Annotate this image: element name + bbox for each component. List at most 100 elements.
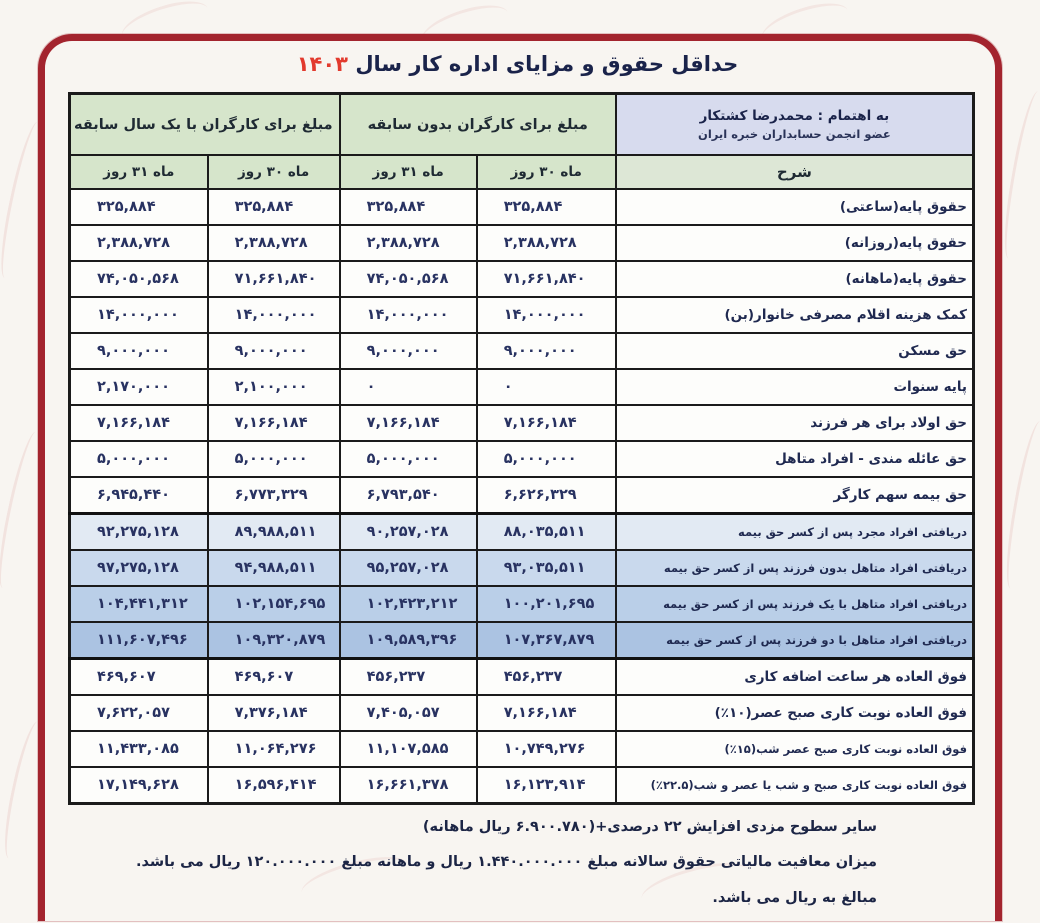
value-cell-noexp-31: ۱۴,۰۰۰,۰۰۰ <box>338 296 478 334</box>
author-line2: عضو انجمن حسابداران خبره ایران <box>698 127 891 141</box>
table-row: دریافتی افراد مجرد پس از کسر حق بیمه ۸۸,… <box>68 512 975 551</box>
sub-header-row: شرح ماه ۳۰ روز ماه ۳۱ روز ماه ۳۰ روز ماه… <box>68 154 975 190</box>
value-cell-oneyr-31: ۱۱,۴۳۳,۰۸۵ <box>68 730 209 768</box>
page-title-text: حداقل حقوق و مزایای اداره کار سال <box>355 52 739 76</box>
table-row: فوق العاده نوبت کاری صبح و شب یا عصر و ش… <box>68 766 975 805</box>
value-cell-noexp-31: ۷,۱۶۶,۱۸۴ <box>338 404 478 442</box>
page-title: حداقل حقوق و مزایای اداره کار سال ۱۴۰۳ <box>60 52 975 76</box>
subheader-noexp-month31: ماه ۳۱ روز <box>338 154 478 190</box>
value-cell-oneyr-30: ۲,۳۸۸,۷۲۸ <box>206 224 341 262</box>
value-cell-noexp-31: ۰ <box>338 368 478 406</box>
value-cell-noexp-31: ۷۴,۰۵۰,۵۶۸ <box>338 260 478 298</box>
value-cell-oneyr-30: ۸۹,۹۸۸,۵۱۱ <box>206 512 341 551</box>
value-cell-noexp-30: ۱۰۷,۳۶۷,۸۷۹ <box>475 621 617 660</box>
document-body: حداقل حقوق و مزایای اداره کار سال ۱۴۰۳ ب… <box>60 52 975 923</box>
footer-note-tax-exemption: میزان معافیت مالیاتی حقوق سالانه مبلغ ۱.… <box>136 854 877 871</box>
value-cell-oneyr-30: ۵,۰۰۰,۰۰۰ <box>206 440 341 478</box>
row-label-cell: پایه سنوات <box>614 368 975 406</box>
value-cell-noexp-31: ۱۰۹,۵۸۹,۳۹۶ <box>338 621 478 660</box>
page-title-year: ۱۴۰۳ <box>296 52 348 76</box>
value-cell-oneyr-31: ۱۱۱,۶۰۷,۴۹۶ <box>68 621 209 660</box>
table-row: فوق العاده نوبت کاری صبح عصر شب(۱۵٪) ۱۰,… <box>68 730 975 768</box>
value-cell-oneyr-30: ۹۴,۹۸۸,۵۱۱ <box>206 549 341 587</box>
value-cell-noexp-31: ۱۶,۶۶۱,۳۷۸ <box>338 766 478 805</box>
watermark-squiggle <box>997 89 1040 261</box>
value-cell-noexp-30: ۲,۳۸۸,۷۲۸ <box>475 224 617 262</box>
value-cell-noexp-30: ۳۲۵,۸۸۴ <box>475 188 617 226</box>
row-label-cell: حق عائله مندی - افراد متاهل <box>614 440 975 478</box>
salary-table: به اهتمام : محمدرضا کشتکار عضو انجمن حسا… <box>68 92 975 805</box>
row-label-cell: فوق العاده نوبت کاری صبح عصر شب(۱۵٪) <box>614 730 975 768</box>
value-cell-oneyr-31: ۱۰۴,۴۴۱,۳۱۲ <box>68 585 209 623</box>
row-label-cell: دریافتی افراد مجرد پس از کسر حق بیمه <box>614 512 975 551</box>
table-body: حقوق پایه(ساعتی) ۳۲۵,۸۸۴ ۳۲۵,۸۸۴ ۳۲۵,۸۸۴… <box>68 188 975 805</box>
value-cell-oneyr-30: ۷۱,۶۶۱,۸۴۰ <box>206 260 341 298</box>
value-cell-oneyr-31: ۷,۱۶۶,۱۸۴ <box>68 404 209 442</box>
value-cell-oneyr-31: ۱۷,۱۴۹,۶۲۸ <box>68 766 209 805</box>
value-cell-noexp-30: ۵,۰۰۰,۰۰۰ <box>475 440 617 478</box>
value-cell-oneyr-30: ۱۶,۵۹۶,۴۱۴ <box>206 766 341 805</box>
value-cell-oneyr-30: ۲,۱۰۰,۰۰۰ <box>206 368 341 406</box>
value-cell-noexp-30: ۱۰,۷۴۹,۲۷۶ <box>475 730 617 768</box>
row-label-cell: دریافتی افراد متاهل بدون فرزند پس از کسر… <box>614 549 975 587</box>
table-row: حق اولاد برای هر فرزند ۷,۱۶۶,۱۸۴ ۷,۱۶۶,۱… <box>68 404 975 442</box>
table-row: حقوق پایه(ماهانه) ۷۱,۶۶۱,۸۴۰ ۷۴,۰۵۰,۵۶۸ … <box>68 260 975 298</box>
row-label-cell: حق مسکن <box>614 332 975 370</box>
table-row: کمک هزینه اقلام مصرفی خانوار(بن) ۱۴,۰۰۰,… <box>68 296 975 334</box>
table-row: دریافتی افراد متاهل با یک فرزند پس از کس… <box>68 585 975 623</box>
value-cell-noexp-31: ۵,۰۰۰,۰۰۰ <box>338 440 478 478</box>
table-row: حقوق پایه(ساعتی) ۳۲۵,۸۸۴ ۳۲۵,۸۸۴ ۳۲۵,۸۸۴… <box>68 188 975 226</box>
row-label-cell: حقوق پایه(ماهانه) <box>614 260 975 298</box>
value-cell-oneyr-30: ۷,۳۷۶,۱۸۴ <box>206 694 341 732</box>
value-cell-noexp-30: ۰ <box>475 368 617 406</box>
value-cell-noexp-31: ۷,۴۰۵,۰۵۷ <box>338 694 478 732</box>
value-cell-noexp-31: ۹۰,۲۵۷,۰۲۸ <box>338 512 478 551</box>
value-cell-noexp-30: ۷,۱۶۶,۱۸۴ <box>475 404 617 442</box>
value-cell-oneyr-30: ۷,۱۶۶,۱۸۴ <box>206 404 341 442</box>
watermark-squiggle <box>999 419 1040 591</box>
value-cell-noexp-31: ۱۰۲,۴۲۳,۲۱۲ <box>338 585 478 623</box>
value-cell-oneyr-30: ۱۴,۰۰۰,۰۰۰ <box>206 296 341 334</box>
value-cell-oneyr-31: ۵,۰۰۰,۰۰۰ <box>68 440 209 478</box>
red-border-frame <box>38 34 1002 921</box>
value-cell-oneyr-31: ۱۴,۰۰۰,۰۰۰ <box>68 296 209 334</box>
value-cell-noexp-30: ۸۸,۰۳۵,۵۱۱ <box>475 512 617 551</box>
value-cell-oneyr-31: ۷,۶۲۲,۰۵۷ <box>68 694 209 732</box>
value-cell-noexp-30: ۴۵۶,۲۳۷ <box>475 657 617 696</box>
table-row: فوق العاده هر ساعت اضافه کاری ۴۵۶,۲۳۷ ۴۵… <box>68 657 975 696</box>
desc-header-cell: شرح <box>614 154 975 190</box>
group-header-one-year: مبلغ برای کارگران با یک سال سابقه <box>68 92 341 156</box>
value-cell-noexp-30: ۹۳,۰۳۵,۵۱۱ <box>475 549 617 587</box>
table-row: دریافتی افراد متاهل با دو فرزند پس از کس… <box>68 621 975 660</box>
value-cell-noexp-31: ۱۱,۱۰۷,۵۸۵ <box>338 730 478 768</box>
row-label-cell: دریافتی افراد متاهل با یک فرزند پس از کس… <box>614 585 975 623</box>
value-cell-noexp-30: ۱۶,۱۲۳,۹۱۴ <box>475 766 617 805</box>
value-cell-oneyr-30: ۹,۰۰۰,۰۰۰ <box>206 332 341 370</box>
table-row: حق بیمه سهم کارگر ۶,۶۲۶,۳۲۹ ۶,۷۹۳,۵۴۰ ۶,… <box>68 476 975 515</box>
footer-note-currency: مبالغ به ریال می باشد. <box>712 889 877 906</box>
value-cell-oneyr-30: ۳۲۵,۸۸۴ <box>206 188 341 226</box>
value-cell-noexp-31: ۳۲۵,۸۸۴ <box>338 188 478 226</box>
value-cell-noexp-31: ۹۵,۲۵۷,۰۲۸ <box>338 549 478 587</box>
value-cell-noexp-30: ۷۱,۶۶۱,۸۴۰ <box>475 260 617 298</box>
value-cell-oneyr-31: ۲,۱۷۰,۰۰۰ <box>68 368 209 406</box>
value-cell-oneyr-30: ۴۶۹,۶۰۷ <box>206 657 341 696</box>
value-cell-oneyr-31: ۷۴,۰۵۰,۵۶۸ <box>68 260 209 298</box>
table-row: پایه سنوات ۰ ۰ ۲,۱۰۰,۰۰۰ ۲,۱۷۰,۰۰۰ <box>68 368 975 406</box>
value-cell-oneyr-31: ۹,۰۰۰,۰۰۰ <box>68 332 209 370</box>
value-cell-noexp-30: ۱۰۰,۲۰۱,۶۹۵ <box>475 585 617 623</box>
row-label-cell: حق اولاد برای هر فرزند <box>614 404 975 442</box>
value-cell-noexp-31: ۹,۰۰۰,۰۰۰ <box>338 332 478 370</box>
value-cell-oneyr-31: ۹۲,۲۷۵,۱۲۸ <box>68 512 209 551</box>
value-cell-noexp-31: ۴۵۶,۲۳۷ <box>338 657 478 696</box>
value-cell-noexp-30: ۱۴,۰۰۰,۰۰۰ <box>475 296 617 334</box>
author-line1: به اهتمام : محمدرضا کشتکار <box>699 108 890 124</box>
value-cell-noexp-30: ۷,۱۶۶,۱۸۴ <box>475 694 617 732</box>
value-cell-noexp-31: ۶,۷۹۳,۵۴۰ <box>338 476 478 515</box>
value-cell-noexp-31: ۲,۳۸۸,۷۲۸ <box>338 224 478 262</box>
value-cell-oneyr-30: ۱۰۲,۱۵۴,۶۹۵ <box>206 585 341 623</box>
row-label-cell: فوق العاده نوبت کاری صبح و شب یا عصر و ش… <box>614 766 975 805</box>
value-cell-oneyr-31: ۴۶۹,۶۰۷ <box>68 657 209 696</box>
value-cell-noexp-30: ۹,۰۰۰,۰۰۰ <box>475 332 617 370</box>
footer-note-wage-increase: سایر سطوح مزدی افزایش ۲۲ درصدی+(۶.۹۰۰.۷۸… <box>422 819 877 835</box>
